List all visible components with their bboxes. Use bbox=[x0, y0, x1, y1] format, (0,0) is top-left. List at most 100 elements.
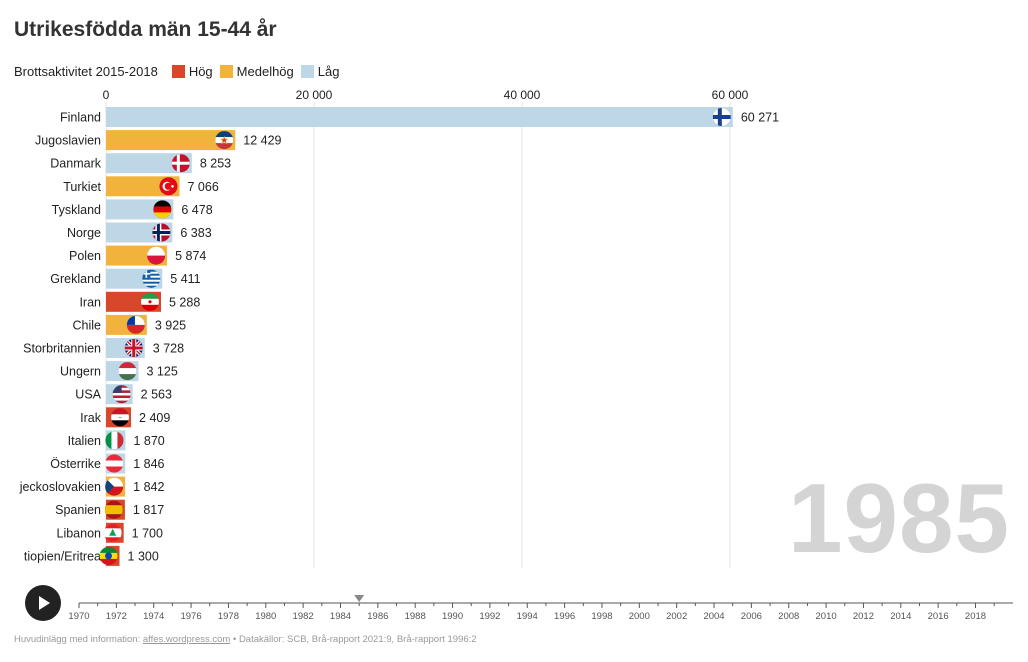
legend-swatch bbox=[219, 65, 233, 78]
timeline-tick-label: 1992 bbox=[479, 611, 500, 622]
spain-flag-icon bbox=[104, 500, 124, 520]
bar-label: Österrike bbox=[50, 457, 101, 471]
bar-row: Polen 5 874 bbox=[69, 245, 206, 266]
czechoslovakia-flag-icon bbox=[104, 477, 124, 496]
bar-value-label: 1 846 bbox=[133, 457, 164, 471]
bar-value-label: 3 125 bbox=[147, 365, 178, 379]
timeline-tick-label: 2006 bbox=[741, 611, 762, 622]
bar-value-label: 3 925 bbox=[155, 318, 186, 332]
bar-label: Danmark bbox=[50, 157, 101, 171]
bar-value-label: 5 874 bbox=[175, 249, 206, 263]
bar-row: jeckoslovakien 1 842 bbox=[19, 476, 164, 497]
chile-flag-icon bbox=[126, 315, 146, 335]
x-tick-label: 0 bbox=[103, 88, 110, 102]
iraq-flag-icon: ~ bbox=[110, 407, 130, 427]
footer: Huvudinlägg med information: affes.wordp… bbox=[14, 634, 477, 645]
timeline-tick-label: 2008 bbox=[778, 611, 799, 622]
bar-value-label: 3 728 bbox=[153, 342, 184, 356]
germany-flag-icon bbox=[153, 200, 172, 219]
timeline-tick-label: 1994 bbox=[517, 611, 538, 622]
bar-row: Norge 6 383 bbox=[67, 222, 212, 243]
hungary-flag-icon bbox=[118, 361, 137, 381]
play-button[interactable] bbox=[25, 585, 61, 621]
bar-value-label: 2 563 bbox=[141, 388, 172, 402]
timeline-tick-label: 2002 bbox=[666, 611, 687, 622]
austria-flag-icon bbox=[104, 454, 124, 473]
bar bbox=[106, 153, 192, 174]
norway-flag-icon bbox=[152, 223, 171, 242]
year-watermark: 1985 bbox=[787, 463, 1010, 573]
bar-value-label: 1 817 bbox=[133, 503, 164, 517]
bar-value-label: 6 478 bbox=[181, 203, 212, 217]
bar-label: Ungern bbox=[60, 365, 101, 379]
footer-link[interactable]: affes.wordpress.com bbox=[142, 634, 231, 645]
bar-label: Irak bbox=[80, 411, 102, 425]
bar-row: Italien 1 870 bbox=[68, 430, 165, 451]
bar-label: Spanien bbox=[55, 503, 101, 517]
timeline-tick-label: 1990 bbox=[442, 611, 463, 622]
x-tick-label: 40 000 bbox=[504, 88, 541, 102]
bar-label: Storbritannien bbox=[23, 342, 101, 356]
bar-label: Tyskland bbox=[52, 203, 101, 217]
timeline-tick-label: 2000 bbox=[629, 611, 650, 622]
bar-value-label: 8 253 bbox=[200, 157, 231, 171]
timeline-tick-label: 1986 bbox=[367, 611, 388, 622]
legend-label: Låg bbox=[317, 64, 340, 79]
bar-label: Italien bbox=[68, 434, 101, 448]
bar-label: jeckoslovakien bbox=[19, 480, 101, 494]
timeline-tick-label: 1980 bbox=[255, 611, 276, 622]
usa-flag-icon bbox=[112, 384, 131, 404]
timeline-tick-label: 2018 bbox=[965, 611, 986, 622]
bar-label: Libanon bbox=[57, 526, 102, 540]
bar-row: Jugoslavien 12 429 bbox=[35, 130, 282, 151]
bar-row: Tyskland 6 478 bbox=[52, 199, 213, 220]
bar-value-label: 1 870 bbox=[133, 434, 164, 448]
bar-label: Iran bbox=[79, 295, 101, 309]
denmark-flag-icon bbox=[171, 153, 191, 173]
bar-row: Grekland 5 411 bbox=[50, 268, 201, 289]
footer-prefix: Huvudinlägg med information: bbox=[14, 634, 143, 645]
bar-value-label: 6 383 bbox=[180, 226, 211, 240]
bar-label: Finland bbox=[60, 111, 101, 125]
svg-text:~: ~ bbox=[118, 415, 122, 421]
timeline-tick-label: 1970 bbox=[68, 611, 89, 622]
bar-value-label: 5 288 bbox=[169, 295, 200, 309]
bar-label: Polen bbox=[69, 249, 101, 263]
timeline-tick-label: 2016 bbox=[928, 611, 949, 622]
timeline-tick-label: 2004 bbox=[703, 611, 724, 622]
timeline-tick-label: 1978 bbox=[218, 611, 239, 622]
yugoslavia-flag-icon bbox=[214, 130, 234, 150]
timeline-tick-label: 1984 bbox=[330, 611, 351, 622]
bar-row: Ungern 3 125 bbox=[60, 361, 178, 382]
bar-row: Finland 60 271 bbox=[60, 107, 779, 127]
bar-row: Danmark 8 253 bbox=[50, 153, 231, 174]
timeline-axis: 1970 1972 1974 1976 1978 1980 1982 1984 1986 1988… bbox=[68, 602, 1013, 622]
bar-row: Storbritannien 3 728 bbox=[23, 338, 184, 358]
legend-item-lag[interactable]: Låg bbox=[300, 64, 340, 79]
greece-flag-icon bbox=[141, 269, 161, 289]
legend-label: Medelhög bbox=[236, 64, 294, 79]
bar bbox=[106, 130, 236, 151]
timeline-tick-label: 2014 bbox=[890, 611, 911, 622]
legend-title: Brottsaktivitet 2015-2018 bbox=[14, 64, 158, 79]
bar-row: tiopien/Eritrea 1 300 bbox=[24, 545, 159, 566]
bar-label: Grekland bbox=[50, 272, 101, 286]
play-icon bbox=[39, 596, 50, 610]
legend-item-medelhog[interactable]: Medelhög bbox=[219, 64, 294, 79]
timeline-tick-label: 1996 bbox=[554, 611, 575, 622]
timeline-tick-label: 1998 bbox=[591, 611, 612, 622]
legend-item-hog[interactable]: Hög bbox=[171, 64, 213, 79]
bar-value-label: 12 429 bbox=[243, 134, 281, 148]
bar-label: USA bbox=[75, 388, 101, 402]
page-title: Utrikesfödda män 15-44 år bbox=[14, 18, 277, 41]
timeline-tick-label: 1982 bbox=[293, 611, 314, 622]
bar-value-label: 1 700 bbox=[132, 526, 163, 540]
timeline-tick-label: 1972 bbox=[106, 611, 127, 622]
lebanon-flag-icon bbox=[103, 523, 122, 543]
italy-flag-icon bbox=[105, 431, 124, 450]
x-tick-label: 60 000 bbox=[712, 88, 749, 102]
timeline-handle[interactable] bbox=[354, 595, 365, 602]
bar-row: Iran 5 288 bbox=[79, 291, 200, 312]
legend: Brottsaktivitet 2015-2018 Hög Medelhög L… bbox=[14, 64, 346, 79]
